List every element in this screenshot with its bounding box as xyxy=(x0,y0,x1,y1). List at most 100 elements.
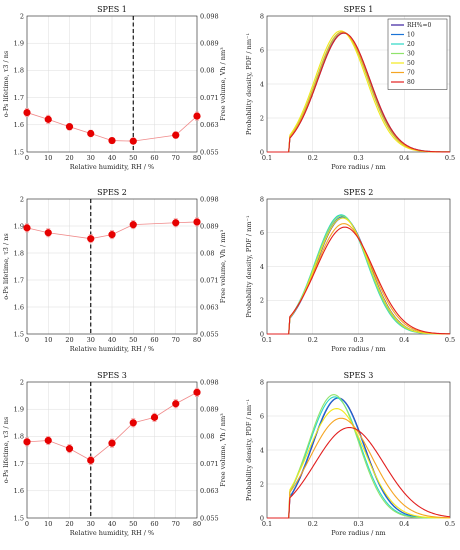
x-axis-label: Relative humidity, RH / % xyxy=(70,345,154,353)
right-y-tick-label: 0.089 xyxy=(200,222,219,230)
y-axis-label: o-Ps lifetime, τ3 / ns xyxy=(2,51,10,118)
y-tick-label: 1.8 xyxy=(14,433,24,441)
y-tick-label: 4 xyxy=(260,263,264,271)
y-tick-label: 4 xyxy=(260,80,264,88)
x-tick-label: 0.5 xyxy=(445,154,455,162)
y-tick-label: 1.6 xyxy=(14,487,24,495)
y-tick-label: 0 xyxy=(260,514,264,522)
y-axis-label: o-Ps lifetime, τ3 / ns xyxy=(2,417,10,484)
humidity-chart: 0 10 20 30 40 50 60 70 80 1.5 1.6 1.7 1.8 1.9 2 0.055 0.… xyxy=(2,5,227,171)
x-tick-label: 20 xyxy=(65,154,73,162)
x-tick-label: 50 xyxy=(129,154,137,162)
right-y-tick-label: 0.08 xyxy=(200,67,214,75)
x-tick-label: 0.3 xyxy=(353,154,363,162)
x-tick-label: 60 xyxy=(150,154,158,162)
humidity-chart: 0 10 20 30 40 50 60 70 80 1.5 1.6 1.7 1.8 1.9 2 0.055 0.… xyxy=(2,371,227,537)
right-y-tick-label: 0.08 xyxy=(200,249,214,257)
x-tick-label: 40 xyxy=(108,154,116,162)
data-point xyxy=(65,123,74,131)
y-tick-label: 1.9 xyxy=(14,40,24,48)
x-tick-label: 50 xyxy=(129,520,137,528)
right-y-tick-label: 0.089 xyxy=(200,406,219,414)
legend-entry: 30 xyxy=(407,51,415,58)
data-point xyxy=(44,115,52,123)
legend-entry: 80 xyxy=(407,79,415,86)
y-tick-label: 1.9 xyxy=(14,222,24,230)
y-tick-label: 2 xyxy=(20,195,24,203)
right-y-tick-label: 0.055 xyxy=(200,148,219,156)
axis-frame xyxy=(26,198,198,335)
right-y-tick-label: 0.055 xyxy=(200,330,219,338)
x-axis-label: Relative humidity, RH / % xyxy=(70,163,154,171)
y-tick-label: 0 xyxy=(260,148,264,156)
x-tick-label: 0.2 xyxy=(308,336,318,344)
axis-frame xyxy=(26,15,198,153)
x-tick-label: 0.2 xyxy=(308,520,318,528)
pdf-series-80 xyxy=(267,32,451,153)
data-point xyxy=(108,231,116,239)
x-tick-label: 80 xyxy=(193,336,201,344)
right-y-tick-label: 0.071 xyxy=(200,276,219,284)
y-tick-label: 1.5 xyxy=(14,330,24,338)
legend-entry: 10 xyxy=(407,32,415,39)
y-tick-label: 4 xyxy=(260,446,264,454)
x-tick-label: 10 xyxy=(44,520,52,528)
axis-frame xyxy=(26,381,198,519)
x-axis-label: Pore radius / nm xyxy=(331,529,385,537)
chart-title: SPES 2 xyxy=(344,188,374,197)
pdf-series-70 xyxy=(267,417,451,519)
data-point xyxy=(23,108,31,117)
y-axis-label: Probability density, PDF / nm⁻¹ xyxy=(245,399,253,502)
pdf-series-50 xyxy=(267,408,450,519)
data-point xyxy=(172,400,180,408)
y-axis-label: Probability density, PDF / nm⁻¹ xyxy=(245,215,253,318)
legend: RH%=0 10 20 30 50 70 80 xyxy=(387,18,448,90)
y-tick-label: 1.8 xyxy=(14,67,24,75)
axis-frame xyxy=(266,198,451,335)
legend-entry: RH%=0 xyxy=(407,22,431,29)
right-y-axis-label: Free volume, Vh / nm³ xyxy=(219,229,227,303)
y-axis-label: Probability density, PDF / nm⁻¹ xyxy=(245,33,253,136)
legend-box xyxy=(387,18,448,90)
y-tick-label: 1.6 xyxy=(14,303,24,311)
right-y-tick-label: 0.08 xyxy=(200,433,214,441)
data-point xyxy=(65,445,74,453)
right-y-tick-label: 0.098 xyxy=(200,378,219,386)
x-axis-label: Pore radius / nm xyxy=(331,163,385,171)
x-tick-label: 0.5 xyxy=(445,520,455,528)
y-tick-label: 2 xyxy=(260,114,264,122)
pore-size-chart: 0.1 0.2 0.3 0.4 0.5 0 2 4 6 8 SPES 3 Pore radius / … xyxy=(245,371,455,537)
data-point xyxy=(87,129,95,138)
pdf-series-80 xyxy=(267,226,451,335)
x-tick-label: 30 xyxy=(87,336,95,344)
chart-title: SPES 3 xyxy=(344,371,374,380)
right-y-tick-label: 0.071 xyxy=(200,94,219,102)
x-tick-label: 80 xyxy=(193,154,201,162)
data-point xyxy=(87,235,95,243)
legend-entry: 20 xyxy=(407,41,415,48)
x-tick-label: 0.2 xyxy=(308,154,318,162)
right-y-axis-label: Free volume, Vh / nm³ xyxy=(219,413,227,487)
x-tick-label: 0 xyxy=(25,520,29,528)
x-tick-label: 0.4 xyxy=(399,154,409,162)
data-point xyxy=(193,388,201,396)
data-point xyxy=(150,413,159,421)
x-axis-label: Pore radius / nm xyxy=(331,345,385,353)
y-tick-label: 1.6 xyxy=(14,121,24,129)
x-tick-label: 30 xyxy=(87,520,95,528)
chart-title: SPES 1 xyxy=(97,5,127,14)
y-tick-label: 0 xyxy=(260,330,264,338)
x-tick-label: 70 xyxy=(172,154,180,162)
y-tick-label: 1.5 xyxy=(14,148,24,156)
x-tick-label: 10 xyxy=(44,154,52,162)
x-tick-label: 50 xyxy=(129,336,137,344)
data-point xyxy=(129,137,137,145)
y-tick-label: 6 xyxy=(260,229,264,237)
series-line xyxy=(26,112,198,142)
data-point xyxy=(193,218,201,226)
right-y-tick-label: 0.055 xyxy=(200,514,219,522)
pore-size-chart: 0.1 0.2 0.3 0.4 0.5 0 2 4 6 8 SPES 2 Pore radius / … xyxy=(245,188,455,353)
x-tick-label: 20 xyxy=(65,520,73,528)
axis-frame xyxy=(266,381,451,519)
x-tick-label: 40 xyxy=(108,520,116,528)
